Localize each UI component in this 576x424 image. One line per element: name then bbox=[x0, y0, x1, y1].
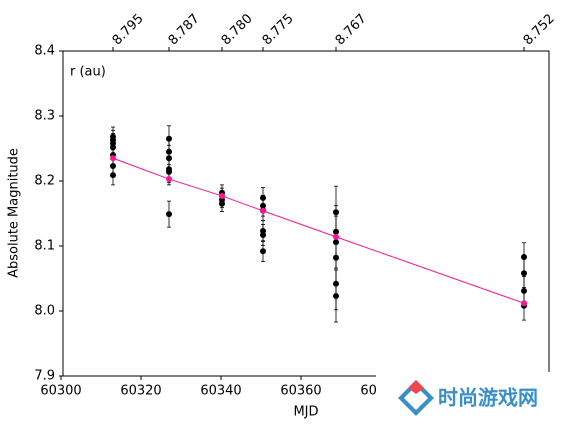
fit-point bbox=[260, 207, 266, 214]
point bbox=[260, 248, 266, 255]
watermark-logo: 时尚游戏网 bbox=[376, 372, 576, 424]
y-tick-label: 8.1 bbox=[34, 239, 55, 254]
watermark: 时尚游戏网 bbox=[438, 386, 538, 410]
x-tick-label: 60300 bbox=[40, 384, 81, 399]
y-tick-label: 8.2 bbox=[34, 174, 55, 189]
point bbox=[521, 254, 527, 261]
point bbox=[521, 287, 527, 294]
x-tick-label: 60360 bbox=[280, 384, 321, 399]
top-tick-label: 8.767 bbox=[333, 11, 370, 48]
point bbox=[166, 211, 172, 218]
top-tick-label: 8.780 bbox=[219, 11, 256, 48]
top-tick-label: 8.775 bbox=[260, 11, 297, 48]
x-axis-label: MJD bbox=[293, 405, 318, 420]
fit-line bbox=[112, 157, 525, 304]
point bbox=[260, 231, 266, 238]
point bbox=[521, 270, 527, 277]
y-tick-label: 8.0 bbox=[34, 304, 55, 319]
top-tick-label: 8.752 bbox=[521, 11, 558, 48]
y-tick-label: 8.4 bbox=[34, 44, 55, 59]
y-axis-label: Absolute Magnitude bbox=[7, 148, 22, 278]
x-tick-label: 60340 bbox=[200, 384, 241, 399]
x-tick-label: 60320 bbox=[120, 384, 161, 399]
fit-point bbox=[110, 155, 116, 162]
annotation: r (au) bbox=[70, 65, 106, 80]
top-tick-label: 8.795 bbox=[110, 11, 147, 48]
fit-point bbox=[219, 192, 225, 199]
y-tick-label: 7.9 bbox=[34, 369, 55, 384]
point bbox=[333, 293, 339, 300]
point bbox=[166, 168, 172, 175]
point bbox=[219, 200, 225, 207]
plot-frame bbox=[62, 50, 550, 377]
top-tick-label: 8.787 bbox=[166, 11, 203, 48]
y-tick-label: 8.3 bbox=[34, 109, 55, 124]
point bbox=[110, 172, 116, 179]
fit-point bbox=[521, 300, 527, 307]
fit-point bbox=[166, 176, 172, 183]
fit-point bbox=[333, 233, 339, 240]
